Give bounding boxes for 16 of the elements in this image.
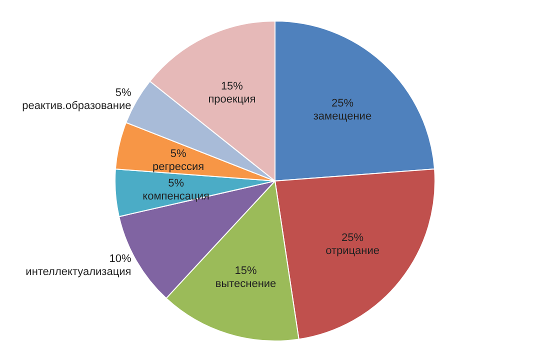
data-label: 5% <box>170 148 186 160</box>
data-label: 15% <box>234 264 257 277</box>
data-label: 5% <box>115 87 132 99</box>
slice-label: компенсация <box>142 190 210 202</box>
slice-label: вытеснение <box>215 278 276 290</box>
slice-label: замещение <box>313 110 372 122</box>
data-label: 25% <box>342 232 364 244</box>
slice-label: интеллектуализация <box>26 266 132 278</box>
slice-label: реактив.образование <box>22 100 132 112</box>
data-label: 15% <box>220 80 244 93</box>
data-label: 25% <box>331 97 354 110</box>
slice-label: регрессия <box>152 160 204 173</box>
slice-label: проекция <box>208 94 256 106</box>
slice-label: отрицание <box>326 244 380 257</box>
data-label: 10% <box>109 253 132 265</box>
data-label: 5% <box>168 177 184 190</box>
